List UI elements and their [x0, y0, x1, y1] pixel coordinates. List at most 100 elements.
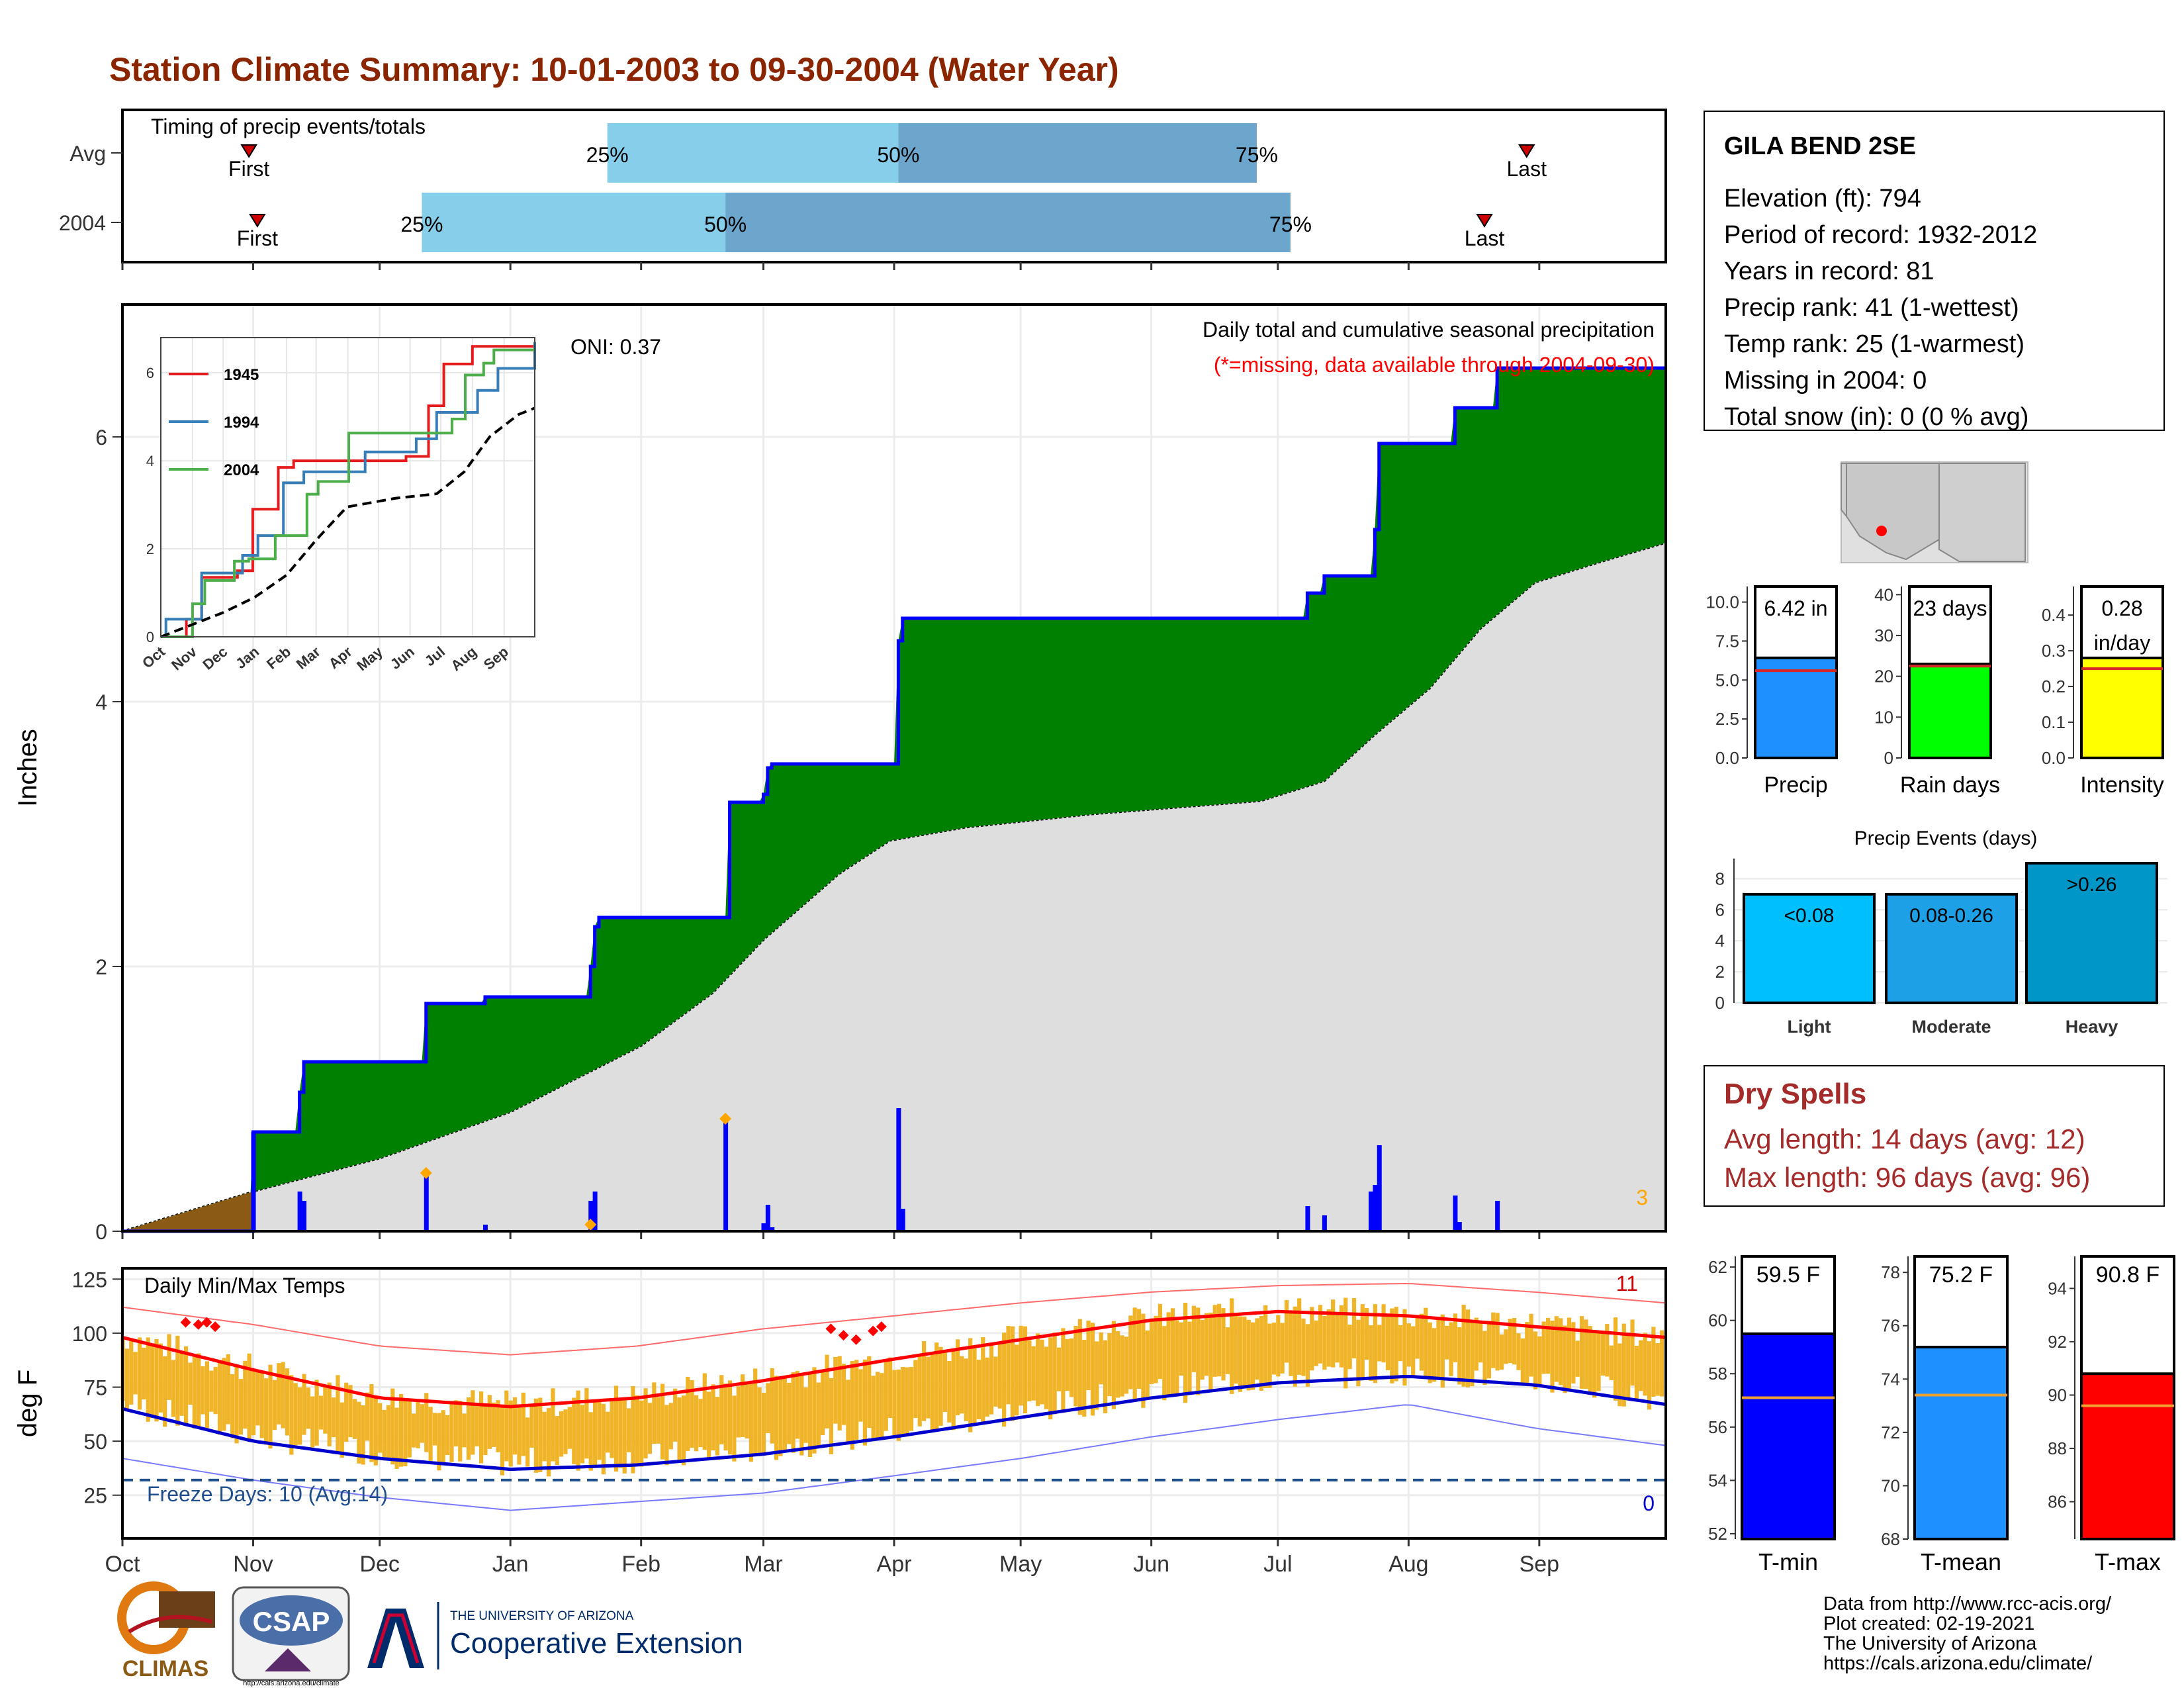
timing-bar-early-Avg	[607, 123, 899, 183]
daily-temp-range-bar	[197, 1353, 201, 1427]
daily-temp-range-bar	[390, 1388, 395, 1465]
daily-temp-range-bar	[1436, 1319, 1441, 1380]
daily-temp-range-bar	[1056, 1347, 1062, 1391]
daily-temp-range-bar	[471, 1390, 475, 1455]
daily-temp-range-bar	[787, 1382, 792, 1444]
annual-ytick-label: 20	[1874, 667, 1893, 686]
record-high-marker	[210, 1321, 221, 1333]
daily-temp-range-bar	[1351, 1297, 1357, 1359]
daily-temp-range-bar	[1212, 1305, 1217, 1377]
daily-temp-range-bar	[142, 1347, 146, 1400]
daily-temp-range-bar	[217, 1360, 222, 1435]
inset-ytick-label: 2	[146, 541, 154, 557]
daily-temp-range-bar	[259, 1372, 264, 1438]
annual-ytick-label: 0.0	[2042, 748, 2066, 768]
station-name: GILA BEND 2SE	[1724, 132, 1916, 160]
daily-temp-range-bar	[989, 1344, 994, 1415]
daily-temp-range-bar	[719, 1375, 724, 1444]
daily-temp-range-bar	[1010, 1326, 1015, 1421]
events-ytick-label: 2	[1715, 962, 1725, 982]
daily-temp-range-bar	[1331, 1299, 1336, 1368]
daily-temp-range-bar	[901, 1366, 905, 1435]
daily-temp-range-bar	[424, 1393, 429, 1452]
daily-temp-range-bar	[1495, 1313, 1500, 1371]
inset-legend-label: 2004	[224, 461, 259, 479]
temp-xtick-label: Oct	[105, 1552, 140, 1577]
daily-temp-range-bar	[1343, 1297, 1348, 1389]
daily-temp-range-bar	[1006, 1326, 1011, 1405]
daily-temp-range-bar	[1465, 1309, 1471, 1387]
timing-first-label: First	[237, 226, 278, 250]
precip-event-marker	[719, 1113, 732, 1125]
timing-bar-late-Avg	[898, 123, 1257, 183]
daily-temp-range-bar	[795, 1371, 800, 1439]
daily-precip-bar	[588, 1201, 594, 1231]
daily-temp-range-bar	[749, 1382, 753, 1462]
daily-temp-range-bar	[639, 1400, 644, 1467]
station-box-frame	[1704, 111, 2165, 431]
daily-temp-range-bar	[1128, 1315, 1133, 1389]
daily-temp-range-bar	[1086, 1321, 1091, 1391]
daily-temp-range-bar	[378, 1403, 383, 1453]
climas-logo: CLIMAS	[117, 1581, 215, 1681]
annual-ytick-label: 5.0	[1715, 670, 1739, 690]
daily-temp-range-bar	[542, 1411, 547, 1462]
daily-temp-range-bar	[1242, 1316, 1247, 1389]
annual-bar-precip	[1754, 656, 1838, 760]
daily-temp-range-bar	[1394, 1307, 1398, 1382]
record-min-line	[122, 1404, 1666, 1511]
daily-temp-range-bar	[909, 1367, 914, 1431]
daily-temp-range-bar	[816, 1382, 821, 1447]
daily-temp-range-bar	[529, 1404, 534, 1448]
daily-temp-range-bar	[1479, 1322, 1483, 1363]
daily-temp-range-bar	[614, 1385, 619, 1472]
daily-temp-range-bar	[791, 1372, 796, 1453]
daily-temp-range-bar	[1221, 1308, 1226, 1381]
daily-temp-range-bar	[365, 1392, 370, 1441]
daily-temp-range-bar	[1065, 1338, 1069, 1391]
annual-category-label: Rain days	[1900, 773, 2000, 798]
events-bar-label: >0.26	[2067, 874, 2117, 896]
daily-temp-range-bar	[432, 1413, 437, 1446]
daily-temp-range-bar	[821, 1371, 825, 1435]
daily-temp-range-bar	[972, 1348, 977, 1425]
precip-event-marker	[420, 1167, 432, 1179]
daily-temp-range-bar	[167, 1334, 171, 1400]
timing-first-label: First	[228, 157, 269, 181]
annual-value-label: 23 days	[1913, 596, 1987, 620]
daily-temp-range-bar	[1015, 1344, 1019, 1416]
events-category-label: Light	[1788, 1017, 1831, 1037]
tempavg-ytick-label: 94	[2048, 1278, 2067, 1298]
timing-panel: 25% 50% 75% First Last Avg 25% 50% 75% First Last 2…	[59, 109, 1667, 270]
daily-temp-range-bar	[302, 1374, 306, 1435]
daily-temp-range-bar	[1651, 1327, 1656, 1397]
daily-temp-range-bar	[1225, 1327, 1230, 1374]
daily-temp-range-bar	[1445, 1325, 1449, 1360]
credit-plot-created: Plot created: 02-19-2021	[1823, 1613, 2034, 1634]
annual-category-label: Precip	[1764, 773, 1827, 798]
daily-temp-range-bar	[934, 1342, 939, 1432]
daily-temp-range-bar	[960, 1356, 964, 1414]
daily-temp-range-bar	[1491, 1312, 1496, 1368]
daily-temp-range-bar	[833, 1356, 838, 1424]
daily-precip-bar	[1373, 1185, 1378, 1231]
daily-precip-bar	[424, 1173, 429, 1231]
daily-temp-range-bar	[1571, 1322, 1576, 1383]
daily-temp-range-bar	[209, 1370, 214, 1412]
daily-precip-bar	[1495, 1201, 1500, 1231]
daily-temp-range-bar	[1369, 1325, 1373, 1382]
daily-temp-range-bar	[154, 1338, 159, 1422]
daily-temp-range-bar	[352, 1399, 357, 1439]
daily-temp-range-bar	[1643, 1333, 1647, 1396]
annual-value-label: 0.28	[2101, 596, 2142, 620]
daily-temp-range-bar	[618, 1400, 623, 1468]
temp-xtick-label: Sep	[1520, 1552, 1560, 1577]
oni-value: ONI: 0.37	[570, 335, 661, 359]
daily-temp-range-bar	[601, 1403, 606, 1475]
daily-precip-bar	[765, 1205, 770, 1231]
daily-temp-range-bar	[673, 1388, 678, 1442]
daily-temp-range-bar	[314, 1380, 319, 1446]
daily-temp-range-bar	[1002, 1333, 1007, 1427]
credit-university: The University of Arizona	[1823, 1633, 2037, 1654]
daily-temp-range-bar	[698, 1399, 703, 1448]
